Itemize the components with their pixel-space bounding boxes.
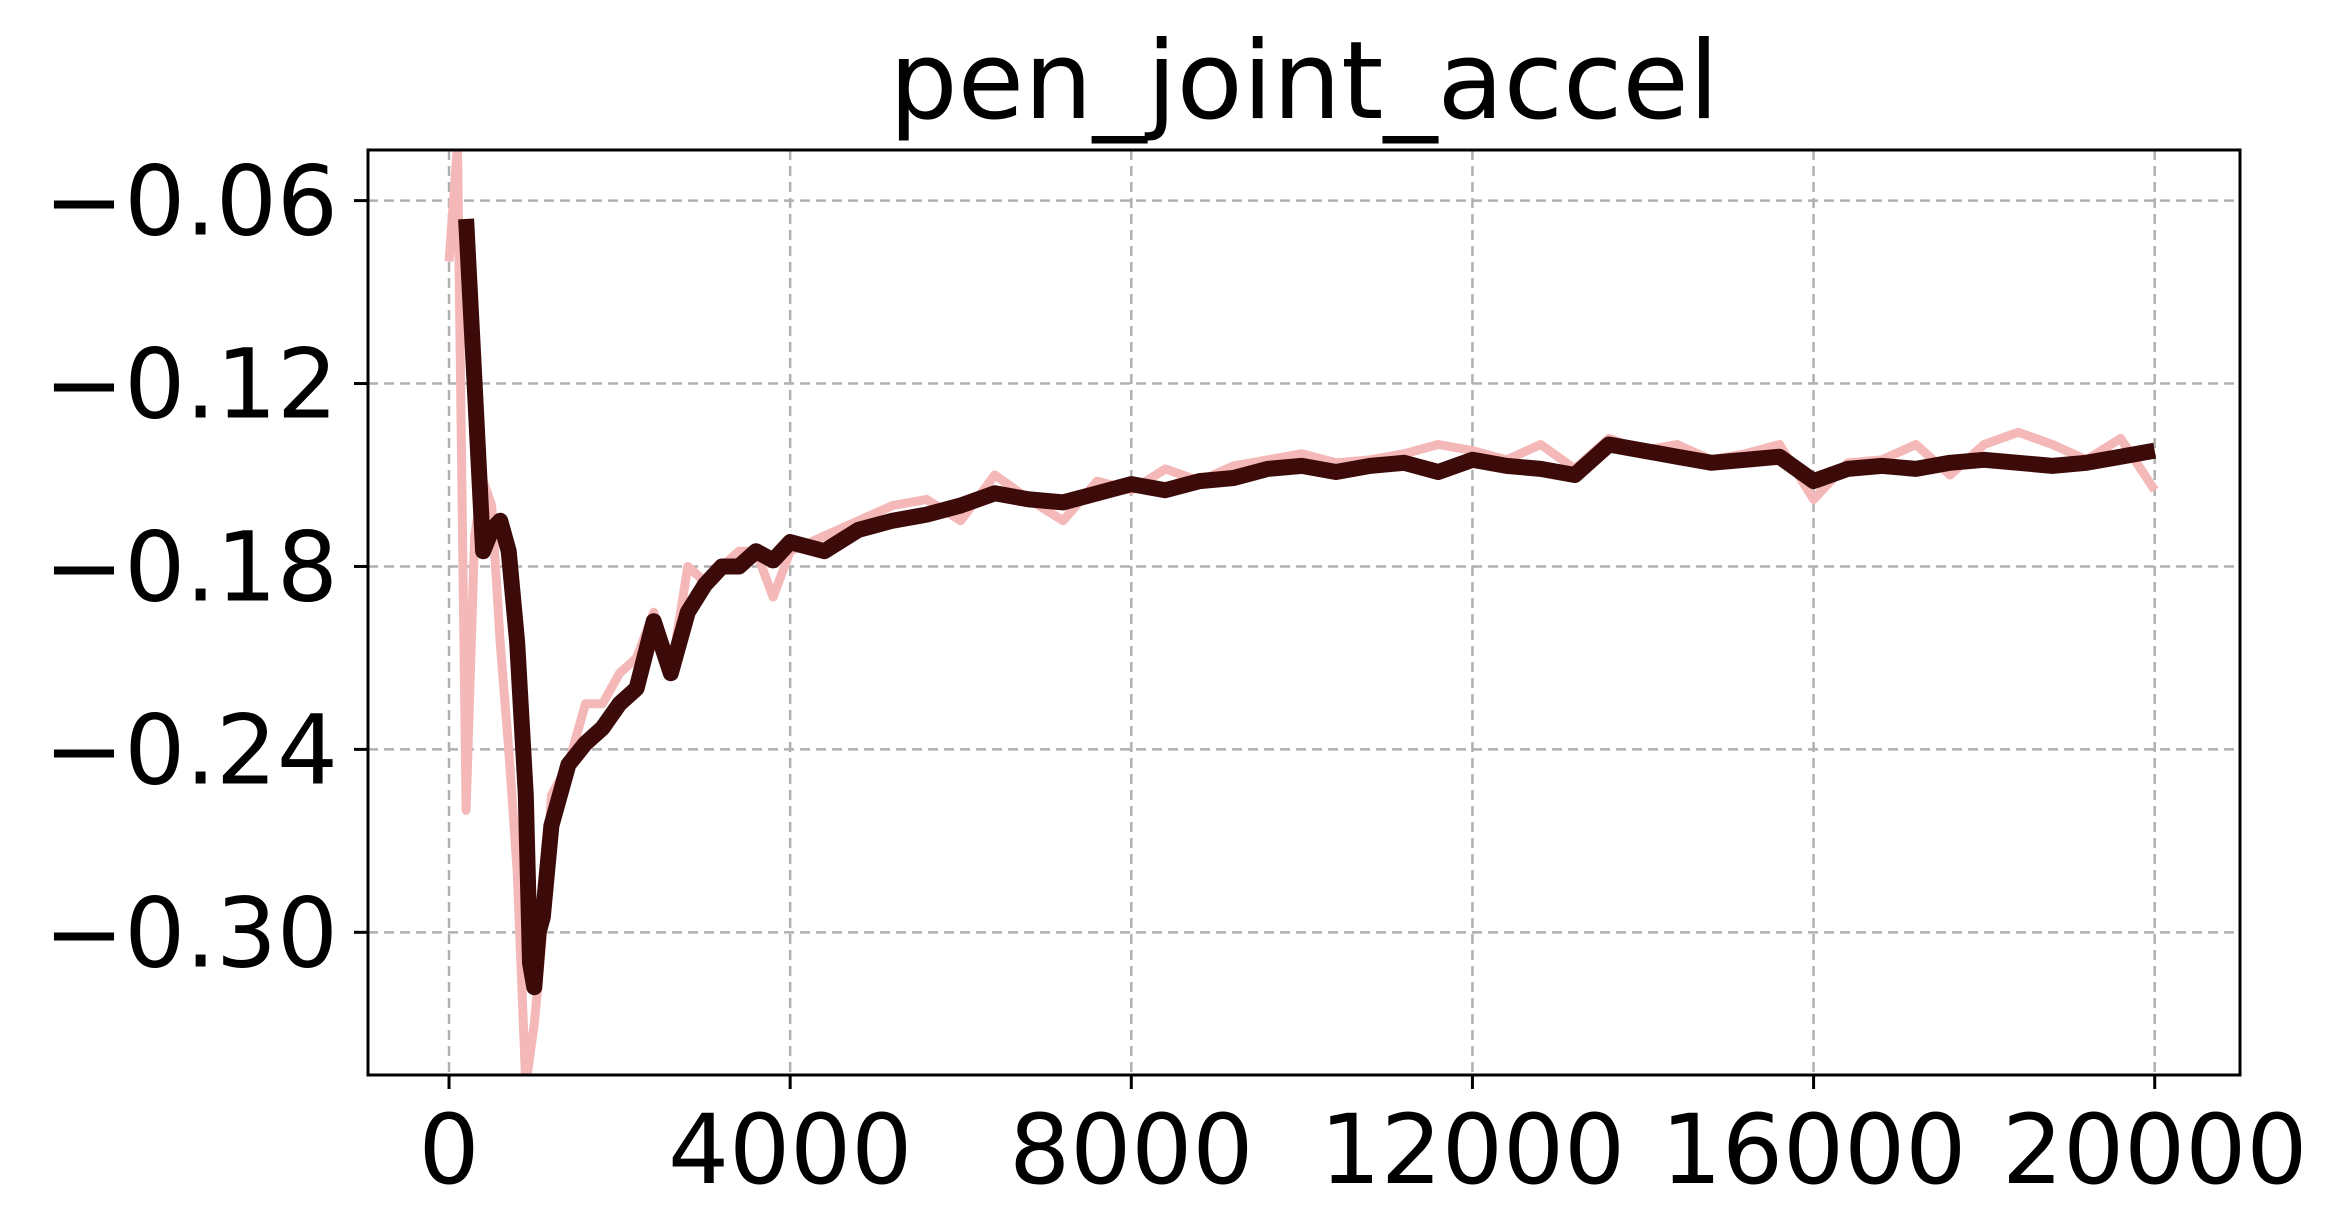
x-tick-label: 12000 — [1320, 1094, 1625, 1206]
y-tick-label: −0.24 — [44, 694, 338, 806]
chart-title: pen_joint_accel — [889, 19, 1719, 144]
y-tick-label: −0.12 — [44, 329, 338, 441]
x-tick-label: 4000 — [668, 1094, 912, 1206]
smoothed-series-line — [458, 218, 2157, 996]
y-tick-label: −0.18 — [44, 511, 338, 623]
plot-area-frame — [366, 148, 2242, 1077]
grid-lines — [368, 150, 2240, 1075]
axis-ticks: 0 4000 8000 12000 16000 20000 −0.06 −0.12 −0.18 −… — [44, 146, 2308, 1206]
x-tick-label: 20000 — [2002, 1094, 2307, 1206]
x-tick-label: 16000 — [1661, 1094, 1966, 1206]
y-tick-label: −0.06 — [44, 146, 338, 258]
x-tick-label: 8000 — [1009, 1094, 1253, 1206]
series-group — [444, 150, 2159, 1075]
y-tick-label: −0.30 — [44, 877, 338, 989]
x-tick-label: 0 — [418, 1094, 479, 1206]
